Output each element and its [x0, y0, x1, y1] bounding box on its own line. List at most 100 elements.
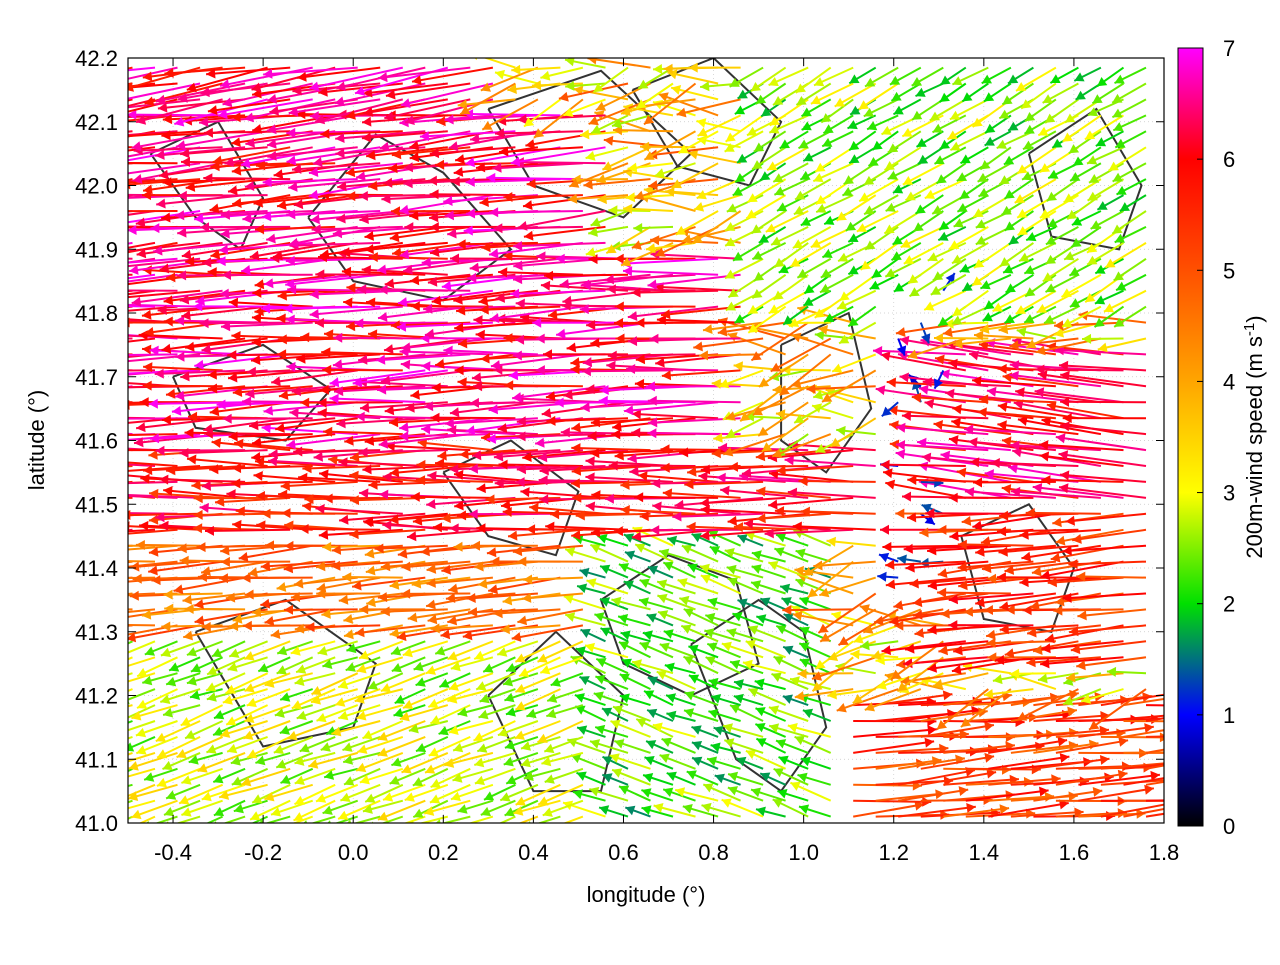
wind-arrow-head [1167, 799, 1177, 809]
wind-arrow-head [421, 361, 430, 371]
wind-arrow-head [940, 93, 950, 102]
wind-arrow-head [151, 575, 160, 585]
wind-arrow-head [949, 531, 958, 541]
wind-arrow-head [648, 280, 658, 290]
wind-arrow-shaft [358, 382, 448, 387]
wind-arrow-head [67, 604, 76, 614]
wind-arrow-head [221, 557, 230, 567]
wind-arrow-head [110, 331, 119, 341]
wind-arrow-shaft [966, 769, 1041, 770]
wind-arrow-head [65, 189, 74, 199]
wind-arrow-head [324, 494, 333, 504]
wind-arrow-shaft [647, 433, 740, 434]
wind-arrow-head [1169, 689, 1179, 699]
wind-arrow-shaft [52, 482, 132, 489]
wind-arrow-head [161, 622, 170, 632]
wind-arrow-head [53, 493, 62, 503]
wind-arrow-head [99, 530, 108, 540]
wind-arrow-head [362, 265, 371, 275]
wind-arrow-shaft [699, 354, 763, 355]
wind-arrow-head [1208, 753, 1218, 763]
wind-arrow-head [182, 250, 192, 260]
wind-arrow-head [887, 378, 896, 388]
wind-arrow-head [604, 136, 614, 146]
wind-arrow-head [362, 133, 371, 143]
wind-arrow-head [904, 544, 913, 554]
wind-arrow-head [408, 613, 418, 623]
wind-arrow-head [517, 557, 526, 567]
wind-arrow-head [294, 579, 304, 589]
wind-arrow-head [897, 555, 907, 565]
wind-arrow-head [384, 344, 394, 354]
wind-arrow-head [366, 566, 376, 576]
wind-arrow-shaft [342, 577, 403, 578]
wind-arrow-head [63, 113, 72, 123]
wind-arrow-head [470, 51, 480, 61]
wind-arrow-head [368, 181, 377, 191]
wind-arrow-head [754, 272, 764, 281]
wind-arrow-head [190, 823, 200, 832]
wind-arrow-head [700, 498, 709, 508]
wind-arrow-head [555, 398, 564, 408]
colorbar-title-sup: -1 [1241, 323, 1258, 336]
wind-arrow-head [85, 710, 95, 720]
colorbar-tick-label: 6 [1223, 147, 1235, 172]
wind-arrow-head [96, 399, 105, 409]
wind-arrow-head [938, 317, 948, 326]
wind-arrow-head [362, 117, 371, 127]
wind-arrow-head [543, 349, 552, 359]
wind-arrow-head [806, 384, 815, 394]
wind-arrow-head [83, 350, 92, 360]
x-tick-label: 1.6 [1059, 840, 1090, 865]
y-tick-label: 42.1 [75, 110, 118, 135]
wind-arrow-head [175, 316, 184, 326]
wind-arrow-head [223, 695, 233, 705]
wind-arrow-head [1005, 190, 1015, 199]
wind-arrow-head [383, 823, 393, 833]
wind-arrow-head [821, 113, 831, 122]
x-tick-label: -0.2 [244, 840, 282, 865]
wind-arrow-head [159, 521, 168, 531]
wind-arrow-shaft [973, 482, 1056, 483]
wind-arrow-head [1089, 740, 1099, 750]
wind-arrow-shaft [431, 418, 516, 419]
wind-arrow-shaft [1076, 576, 1146, 577]
wind-arrow-shaft [60, 546, 132, 549]
wind-arrow-head [194, 510, 203, 520]
wind-arrow-shaft [333, 338, 425, 339]
wind-arrow-head [877, 572, 886, 582]
wind-arrow-head [115, 727, 125, 737]
wind-arrow-head [88, 285, 97, 295]
wind-arrow-head [411, 301, 420, 311]
wind-arrow-head [565, 612, 575, 622]
wind-arrow-head [960, 190, 970, 199]
wind-arrow-shaft [105, 304, 200, 306]
wind-arrow-head [650, 525, 659, 535]
wind-arrow-head [202, 481, 211, 491]
wind-arrow-head [1040, 659, 1049, 669]
wind-arrow-head [734, 694, 744, 704]
wind-arrow-head [1073, 157, 1083, 166]
wind-arrow-head [164, 317, 173, 327]
wind-arrow-head [254, 471, 263, 481]
wind-arrow-head [872, 269, 882, 278]
wind-arrow-head [108, 96, 118, 106]
wind-arrow-shaft [200, 323, 291, 324]
wind-arrow-shaft [919, 482, 1011, 498]
wind-arrow-head [252, 288, 261, 298]
wind-arrow-head [962, 92, 972, 101]
wind-arrow-head [614, 526, 623, 536]
wind-arrow-head [454, 542, 463, 552]
wind-arrow-shaft [47, 163, 133, 169]
wind-arrow-head [816, 195, 826, 204]
colorbar-title: 200m-wind speed (m s-1) [1241, 315, 1268, 558]
wind-arrow-head [232, 166, 242, 176]
wind-arrow-head [1165, 748, 1174, 758]
wind-arrow-head [88, 479, 97, 489]
colorbar-tick-label: 3 [1223, 481, 1235, 506]
wind-arrow-head [999, 547, 1008, 557]
wind-arrow-head [243, 621, 252, 631]
wind-arrow-head [768, 500, 777, 510]
wind-arrow-head [68, 217, 78, 227]
wind-arrow-head [1036, 345, 1046, 355]
